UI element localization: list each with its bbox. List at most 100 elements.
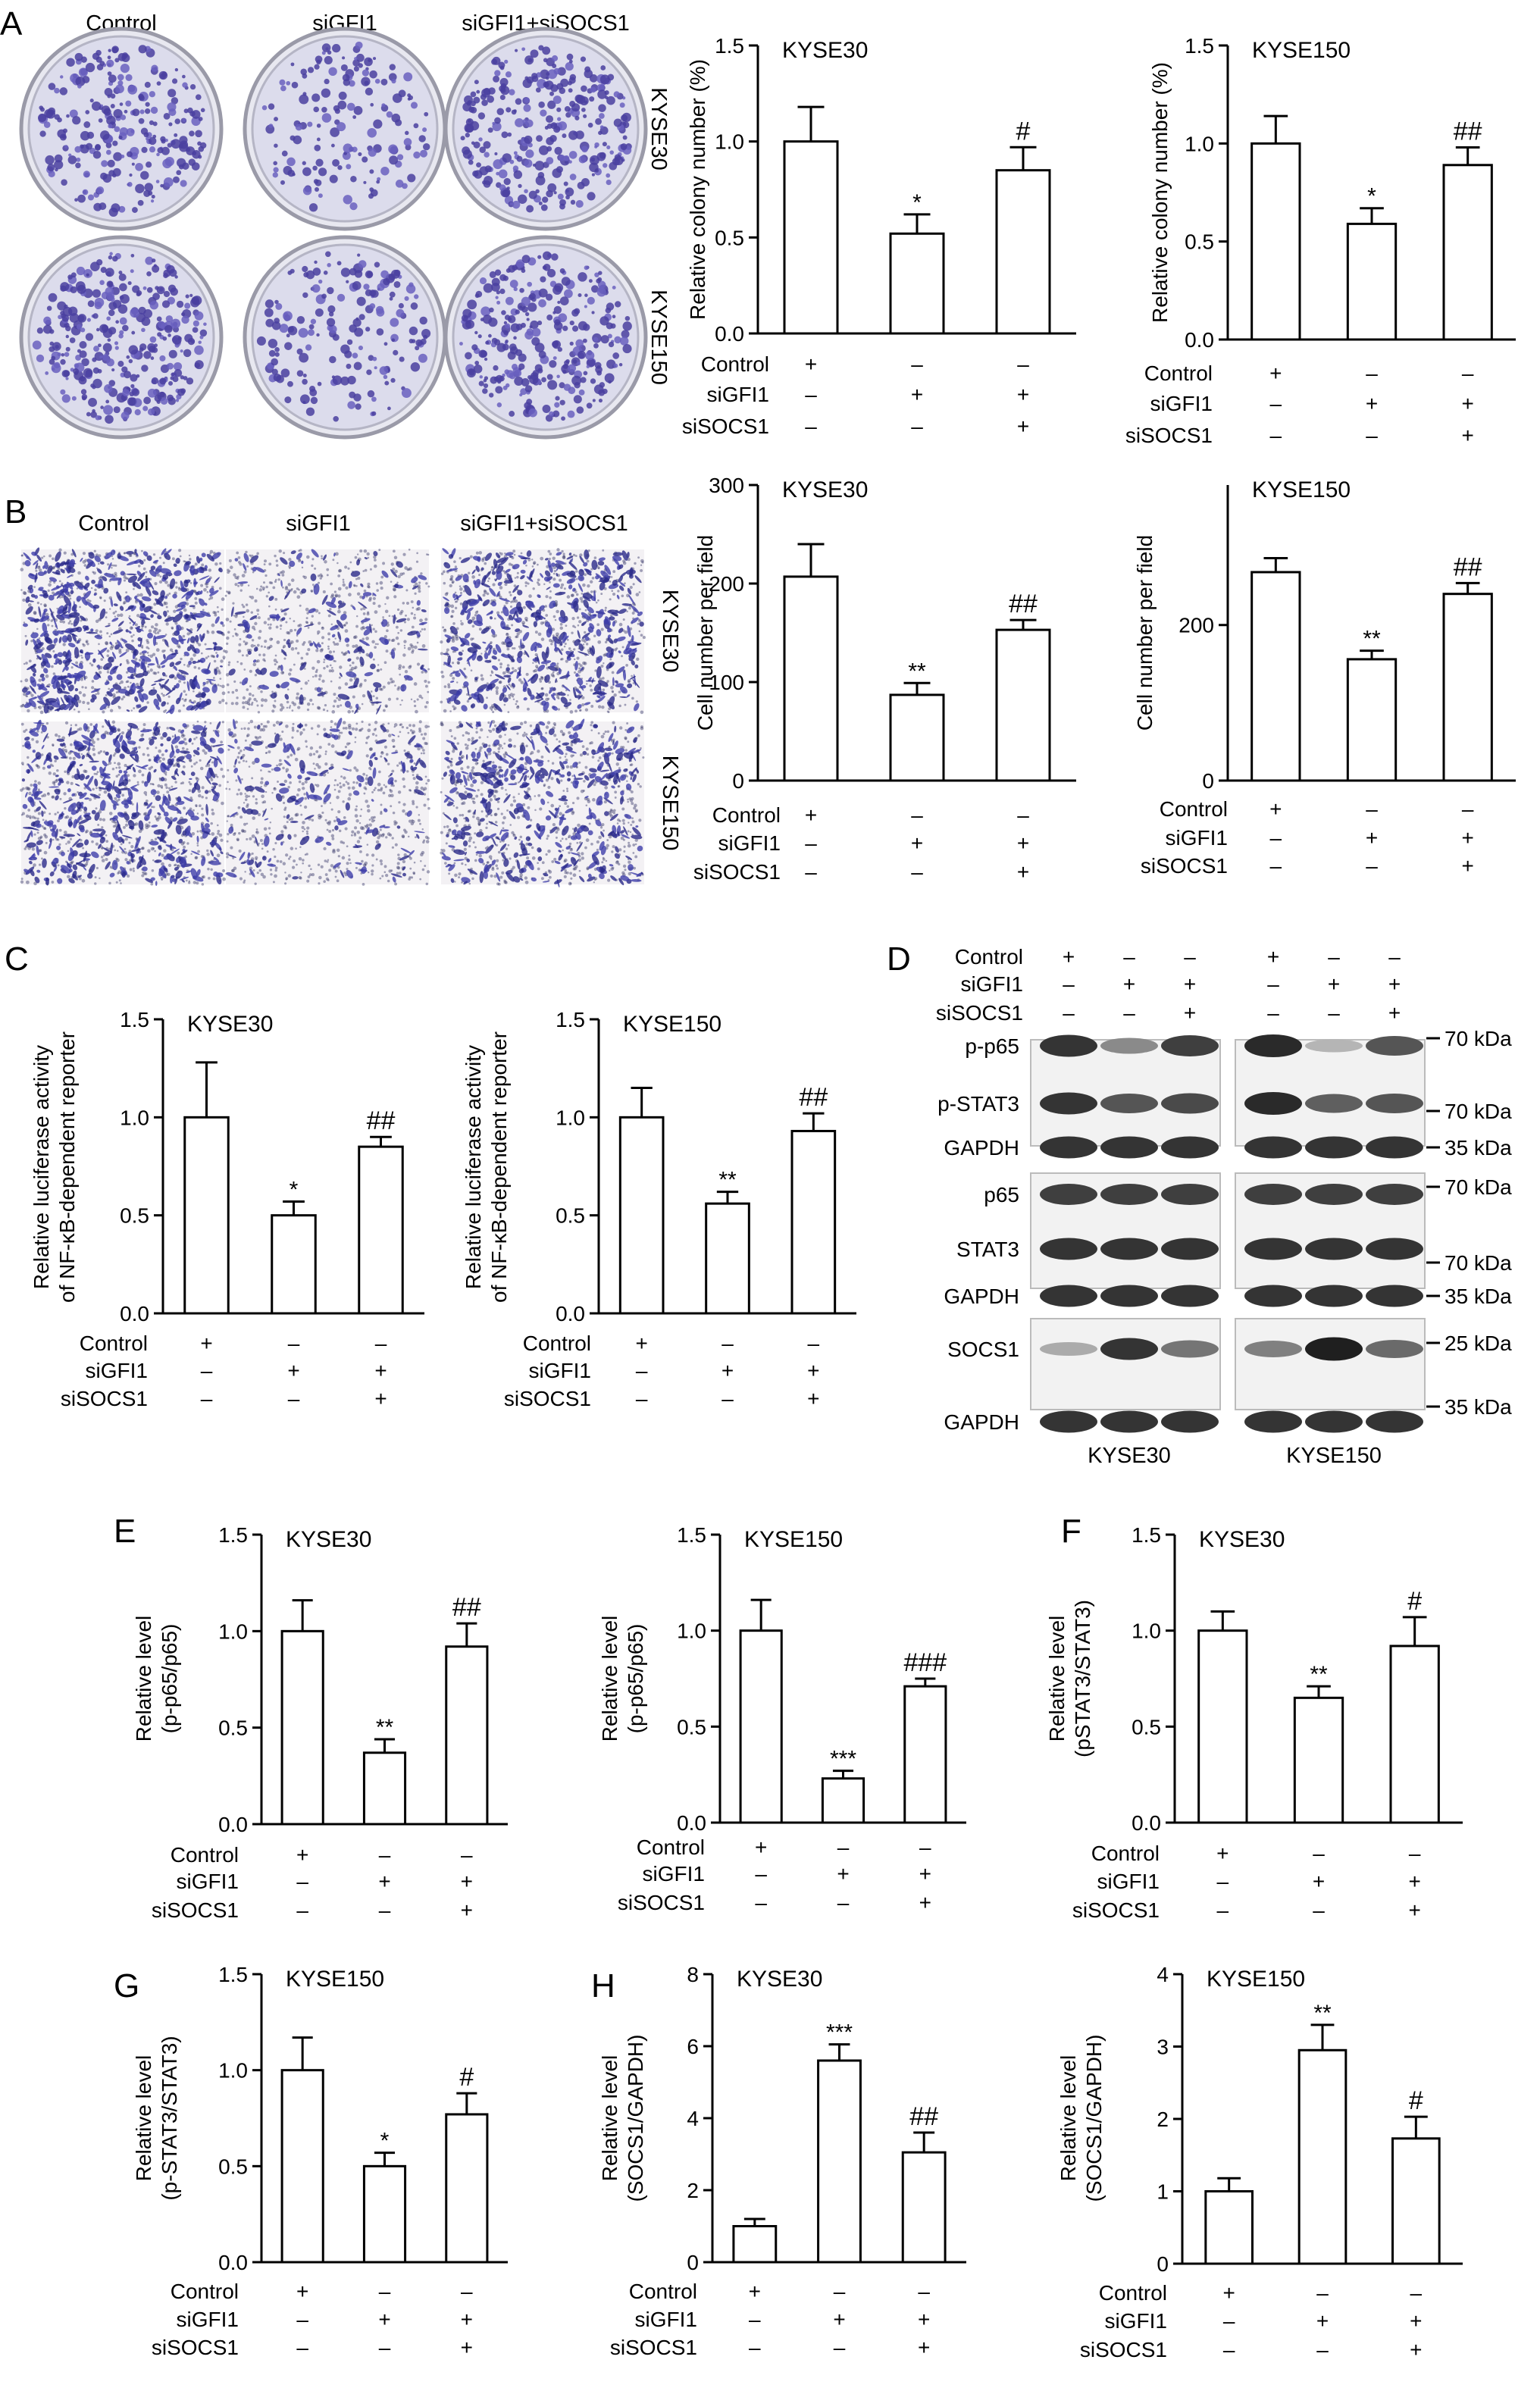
bar xyxy=(995,169,1051,335)
significance-mark: ** xyxy=(1310,1662,1328,1687)
condition-sign: + xyxy=(918,2308,930,2331)
y-tick-label: 0.0 xyxy=(1132,1811,1161,1835)
bar xyxy=(1389,1645,1440,1824)
significance-mark: * xyxy=(290,1178,299,1203)
bar xyxy=(1204,2190,1254,2265)
y-tick-label: 0.5 xyxy=(1185,230,1214,254)
panel-letter-H: H xyxy=(591,1967,615,2004)
band-label: p-p65 xyxy=(965,1034,1019,1058)
bar xyxy=(1442,593,1493,782)
condition-sign: – xyxy=(379,2280,391,2303)
blot-band xyxy=(1161,1410,1219,1433)
bar xyxy=(821,1777,865,1824)
condition-sign: – xyxy=(834,2336,846,2359)
condition-sign: + xyxy=(1366,826,1378,850)
condition-label: siGFI1 xyxy=(177,1870,239,1893)
condition-sign: – xyxy=(201,1359,213,1382)
blot-band xyxy=(1244,1285,1302,1307)
condition-label: Control xyxy=(701,352,769,376)
blot-band xyxy=(1305,1337,1363,1361)
condition-sign: + xyxy=(1408,1898,1420,1922)
y-axis-label: Relative level (p-p65/p65) xyxy=(132,1616,181,1742)
condition-sign: – xyxy=(911,860,923,884)
blot-band xyxy=(1040,1342,1097,1356)
blot-band xyxy=(1244,1184,1302,1205)
condition-sign: – xyxy=(1267,1001,1279,1025)
significance-mark: *** xyxy=(826,2020,853,2045)
condition-sign: – xyxy=(834,2280,846,2303)
chart-c-kyse150: 0.0 0.5 1.0 1.5 KYSE150 Relative luciferase a… xyxy=(462,1008,856,1410)
y-axis-label: Relative colony number (%) xyxy=(1148,62,1172,323)
condition-sign: + xyxy=(461,1870,473,1893)
condition-sign: – xyxy=(1270,392,1282,415)
condition-label: siGFI1 xyxy=(529,1359,591,1382)
condition-sign: + xyxy=(755,1835,767,1859)
colony-dish xyxy=(19,27,224,231)
colony-dish xyxy=(19,235,224,440)
band-label: SOCS1 xyxy=(947,1338,1019,1361)
condition-label: siGFI1 xyxy=(635,2308,697,2331)
panel-letter-C: C xyxy=(5,940,29,978)
blot-band xyxy=(1244,1092,1302,1115)
transwell-field xyxy=(440,718,645,888)
chart-title: KYSE30 xyxy=(737,1967,822,1992)
condition-sign: + xyxy=(1410,2309,1422,2333)
y-tick-label: 100 xyxy=(709,671,744,694)
column-label: siGFI1 xyxy=(286,512,350,536)
condition-sign: – xyxy=(1366,797,1378,821)
y-tick-label: 1.0 xyxy=(218,2059,248,2083)
condition-label: siGFI1 xyxy=(1166,826,1228,850)
condition-label: siSOCS1 xyxy=(504,1387,591,1410)
condition-sign: – xyxy=(296,2336,308,2359)
y-tick-label: 0.0 xyxy=(677,1811,706,1835)
y-tick-label: 1.0 xyxy=(218,1620,248,1643)
condition-sign: + xyxy=(1388,1001,1401,1025)
condition-label: siSOCS1 xyxy=(152,2336,239,2359)
chart-title: KYSE150 xyxy=(623,1012,721,1037)
condition-sign: – xyxy=(1366,854,1378,878)
y-tick-label: 0.0 xyxy=(556,1302,585,1325)
chart-title: KYSE30 xyxy=(286,1527,371,1552)
condition-label: Control xyxy=(523,1332,591,1355)
y-tick-label: 0.5 xyxy=(677,1715,706,1738)
bar xyxy=(903,1685,947,1824)
condition-label: siSOCS1 xyxy=(1072,1898,1160,1922)
panel-letter-G: G xyxy=(114,1967,139,2004)
bar xyxy=(1442,164,1493,341)
condition-sign: – xyxy=(379,1898,391,1922)
blot-band xyxy=(1100,1094,1158,1113)
chart-f-kyse30: 0.0 0.5 1.0 1.5 KYSE30 Relative level (pSTAT3/… xyxy=(1045,1523,1463,1922)
y-tick-label: 0.0 xyxy=(715,322,744,346)
significance-mark: ## xyxy=(909,2102,938,2131)
blot-band xyxy=(1244,1034,1302,1057)
condition-sign: + xyxy=(1410,2338,1422,2361)
blot-band xyxy=(1161,1035,1219,1056)
condition-sign: – xyxy=(461,2280,473,2303)
condition-sign: – xyxy=(1313,1898,1325,1922)
condition-label: siGFI1 xyxy=(86,1359,148,1382)
y-tick-label: 0.5 xyxy=(556,1204,585,1228)
colony-dish xyxy=(243,27,447,231)
condition-label: Control xyxy=(1160,797,1228,821)
condition-sign: + xyxy=(1184,972,1196,996)
y-tick-label: 1.5 xyxy=(218,1963,248,1986)
chart-b-kyse30: 0 100 200 300 KYSE30 Cell number per field ** #… xyxy=(693,474,1076,884)
chart-title: KYSE30 xyxy=(187,1012,273,1037)
column-label: Control xyxy=(78,512,149,536)
condition-sign: – xyxy=(1270,424,1282,447)
significance-mark: ** xyxy=(376,1715,394,1740)
condition-label: Control xyxy=(955,945,1023,969)
condition-sign: + xyxy=(1123,972,1135,996)
chart-e-kyse30: 0.0 0.5 1.0 1.5 KYSE30 Relative level (p-p65/p… xyxy=(132,1523,508,1922)
y-tick-label: 3 xyxy=(1157,2036,1169,2059)
condition-sign: + xyxy=(919,1891,931,1914)
y-axis-label: Cell number per field xyxy=(1133,535,1157,731)
condition-sign: – xyxy=(296,1898,308,1922)
bar xyxy=(739,1629,783,1824)
blot-band xyxy=(1100,1285,1158,1307)
condition-sign: – xyxy=(1123,945,1135,969)
condition-sign: – xyxy=(1409,1842,1421,1865)
condition-sign: + xyxy=(721,1359,734,1382)
blot-band xyxy=(1366,1184,1423,1205)
condition-sign: – xyxy=(1217,1870,1229,1893)
